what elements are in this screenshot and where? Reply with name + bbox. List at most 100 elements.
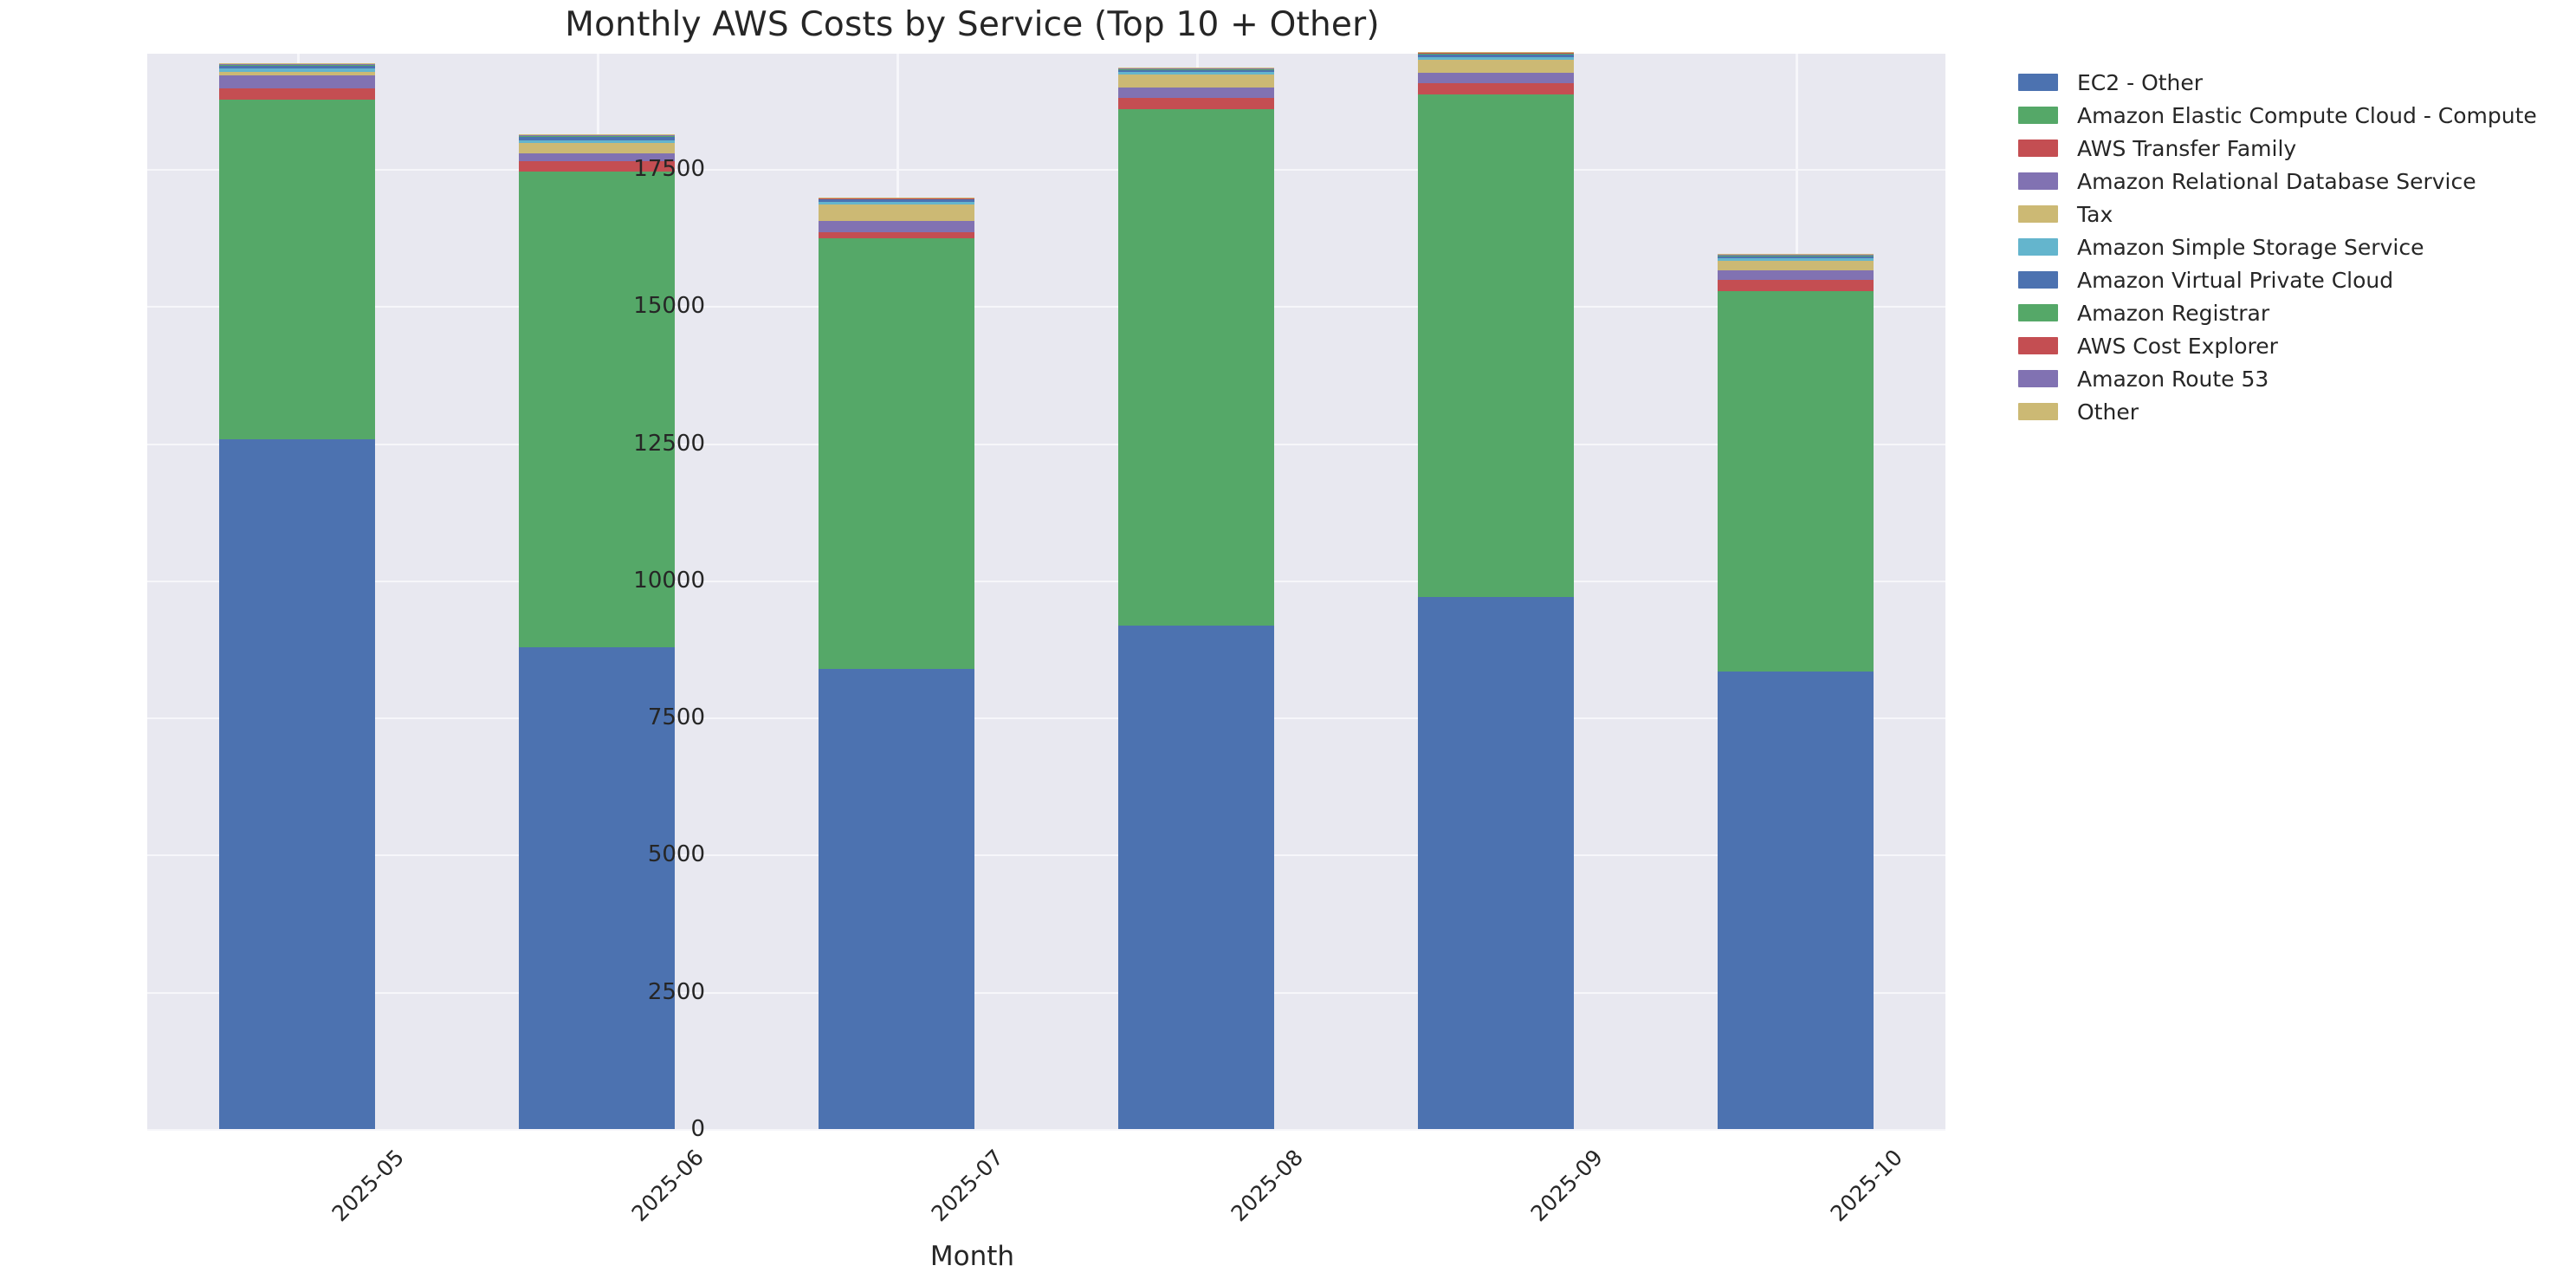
bar-segment[interactable] [1418,59,1574,73]
bar-segment[interactable] [1418,52,1574,55]
bar-segment[interactable] [819,198,974,200]
bar-segment[interactable] [1118,75,1274,88]
legend-item[interactable]: Amazon Elastic Compute Cloud - Compute [2018,99,2573,132]
plot-area [147,51,1945,1131]
bar-segment[interactable] [1418,72,1574,83]
bar-segment[interactable] [519,135,675,137]
bar-segment[interactable] [1718,254,1874,256]
bar-segment[interactable] [1718,671,1874,1129]
chart-title: Monthly AWS Costs by Service (Top 10 + O… [565,5,1380,44]
bar-segment[interactable] [219,64,375,65]
bar-segment[interactable] [819,199,974,202]
gridline-y [147,580,1945,582]
bar-segment[interactable] [519,143,675,154]
bar-2025-08[interactable] [1118,54,1274,1129]
bar-segment[interactable] [1418,94,1574,598]
y-tick-label: 5000 [647,841,705,868]
bar-segment[interactable] [1718,256,1874,259]
bar-segment[interactable] [1118,68,1274,69]
bar-segment[interactable] [1118,87,1274,99]
bar-segment[interactable] [219,88,375,100]
bar-segment[interactable] [1118,98,1274,109]
legend-label: Other [2077,399,2139,425]
gridline-y [147,717,1945,720]
bar-2025-09[interactable] [1418,51,1574,1129]
legend-item[interactable]: Other [2018,395,2573,428]
bar-segment[interactable] [519,647,675,1129]
bar-segment[interactable] [219,65,375,69]
bar-segment[interactable] [819,231,974,238]
bar-segment[interactable] [219,438,375,1129]
bar-segment[interactable] [1418,52,1574,53]
bar-segment[interactable] [519,153,675,162]
bar-segment[interactable] [1718,255,1874,256]
bar-segment[interactable] [819,237,974,670]
bar-segment[interactable] [219,63,375,64]
bar-segment[interactable] [819,220,974,232]
bar-segment[interactable] [219,99,375,439]
legend-swatch-icon [2018,304,2058,321]
legend-item[interactable]: Tax [2018,198,2573,230]
bar-segment[interactable] [819,669,974,1129]
bar-segment[interactable] [1418,54,1574,55]
y-tick-label: 2500 [647,978,705,1005]
y-axis-label: Cost ($) [0,520,3,624]
bar-segment[interactable] [1718,258,1874,262]
bar-segment[interactable] [1118,68,1274,69]
legend-label: Amazon Virtual Private Cloud [2077,267,2394,293]
bar-segment[interactable] [519,140,675,144]
y-tick-label: 10000 [633,567,705,594]
bar-segment[interactable] [819,198,974,199]
legend-item[interactable]: Amazon Virtual Private Cloud [2018,263,2573,296]
bar-segment[interactable] [1718,261,1874,270]
bar-segment[interactable] [519,161,675,172]
x-tick-label-2025-08: 2025-08 [1226,1145,1308,1227]
bar-segment[interactable] [1418,51,1574,53]
legend-label: Amazon Registrar [2077,300,2270,326]
y-tick-label: 17500 [633,155,705,182]
legend-item[interactable]: Amazon Relational Database Service [2018,165,2573,198]
bar-2025-06[interactable] [519,54,675,1129]
legend-item[interactable]: EC2 - Other [2018,66,2573,99]
legend-item[interactable]: Amazon Route 53 [2018,362,2573,395]
bar-segment[interactable] [219,64,375,66]
bar-segment[interactable] [519,136,675,141]
bar-segment[interactable] [1118,69,1274,73]
bar-segment[interactable] [519,134,675,135]
bar-segment[interactable] [519,134,675,136]
bar-2025-07[interactable] [819,54,974,1129]
x-tick-label-2025-09: 2025-09 [1525,1145,1608,1227]
bar-segment[interactable] [1418,82,1574,94]
bar-segment[interactable] [519,172,675,648]
gridline-y [147,854,1945,857]
legend-swatch-icon [2018,370,2058,387]
legend-item[interactable]: Amazon Registrar [2018,296,2573,329]
bar-segment[interactable] [1118,108,1274,626]
legend-item[interactable]: AWS Transfer Family [2018,132,2573,165]
bar-segment[interactable] [819,204,974,221]
legend-item[interactable]: AWS Cost Explorer [2018,329,2573,362]
bar-segment[interactable] [819,201,974,204]
bar-segment[interactable] [1418,597,1574,1129]
bar-2025-05[interactable] [219,54,375,1129]
bar-segment[interactable] [1718,290,1874,672]
gridline-y [147,991,1945,994]
bar-segment[interactable] [1718,280,1874,291]
bar-segment[interactable] [219,63,375,65]
bar-segment[interactable] [219,72,375,75]
bar-2025-10[interactable] [1718,54,1874,1129]
x-tick-label-2025-06: 2025-06 [626,1145,709,1227]
bar-segment[interactable] [1118,68,1274,70]
bar-segment[interactable] [1418,56,1574,60]
bar-segment[interactable] [1418,54,1574,57]
bar-segment[interactable] [219,75,375,88]
bar-segment[interactable] [1118,626,1274,1129]
gridline-y [147,443,1945,445]
bar-segment[interactable] [1118,72,1274,75]
legend-item[interactable]: Amazon Simple Storage Service [2018,230,2573,263]
bar-segment[interactable] [1718,269,1874,281]
bar-segment[interactable] [1718,254,1874,255]
gridline-y [147,306,1945,308]
bar-segment[interactable] [519,135,675,136]
bar-segment[interactable] [219,68,375,73]
